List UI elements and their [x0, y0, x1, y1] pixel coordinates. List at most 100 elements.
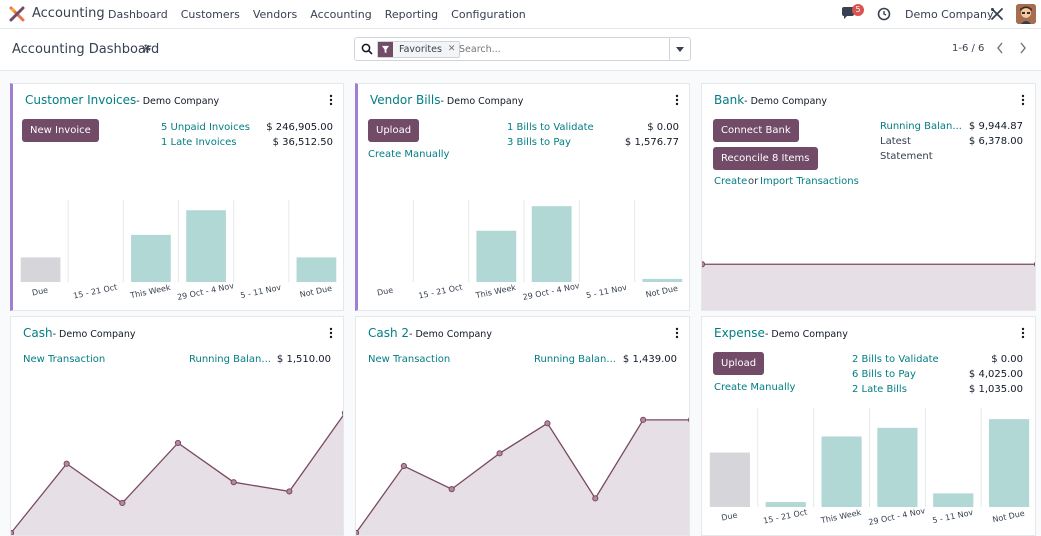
user-avatar[interactable] — [1016, 4, 1036, 24]
data-point-7 — [687, 417, 689, 423]
new-transaction-link[interactable]: New Transaction — [368, 354, 451, 365]
running-balance-link[interactable]: Running Balan... — [534, 354, 616, 365]
running-balance-amount: $ 9,944.87 — [968, 121, 1023, 132]
card-vendor-bills: Vendor Bills- Demo Company Upload Create… — [355, 83, 690, 311]
chevron-right-icon[interactable] — [1018, 41, 1028, 55]
x-tick-label: 5 - 11 Nov — [240, 283, 283, 300]
reconcile-items-button[interactable]: Reconcile 8 Items — [713, 147, 818, 170]
card-title[interactable]: Customer Invoices- Demo Company — [25, 93, 220, 107]
create-transaction-link[interactable]: Create — [714, 176, 748, 187]
kebab-menu-icon[interactable] — [675, 327, 679, 339]
chat-icon[interactable] — [841, 7, 857, 21]
facet-label: Favorites — [399, 44, 442, 55]
area-fill — [11, 415, 343, 535]
x-tick-label: Due — [721, 510, 739, 522]
x-tick-label: 5 - 11 Nov — [585, 283, 628, 300]
card-title[interactable]: Cash- Demo Company — [23, 326, 136, 340]
kebab-menu-icon[interactable] — [329, 327, 333, 339]
cash-graph[interactable] — [11, 402, 344, 536]
app-name[interactable]: Accounting — [32, 6, 105, 21]
bar-0 — [20, 257, 61, 282]
x-tick-label: Due — [376, 285, 394, 297]
chevron-left-icon[interactable] — [995, 41, 1005, 55]
data-point-5 — [592, 495, 599, 502]
unpaid-invoices-link[interactable]: 5 Unpaid Invoices — [161, 122, 250, 133]
bar-3 — [531, 206, 572, 282]
filter-icon — [378, 42, 393, 57]
x-tick-label: This Week — [129, 283, 172, 301]
kebab-menu-icon[interactable] — [329, 94, 333, 106]
card-customer-invoices: Customer Invoices- Demo Company New Invo… — [10, 83, 344, 311]
new-invoice-button[interactable]: New Invoice — [22, 119, 99, 142]
accounting-app-icon[interactable] — [9, 6, 25, 22]
create-manually-link[interactable]: Create Manually — [368, 149, 450, 160]
x-tick-label: 5 - 11 Nov — [932, 508, 975, 525]
main-menu: Dashboard Customers Vendors Accounting R… — [108, 8, 539, 21]
facet-remove-icon[interactable]: ✕ — [447, 44, 456, 54]
customer-invoices-graph[interactable]: Due 15 - 21 Oct This Week 29 Oct - 4 Nov 5 -… — [13, 200, 344, 311]
x-tick-label: 15 - 21 Oct — [762, 508, 808, 526]
bills-to-validate-link[interactable]: 2 Bills to Validate — [852, 354, 939, 365]
card-title[interactable]: Cash 2- Demo Company — [368, 326, 492, 340]
menu-reporting[interactable]: Reporting — [384, 8, 439, 21]
search-input[interactable] — [459, 42, 659, 56]
bills-to-pay-link[interactable]: 6 Bills to Pay — [852, 369, 916, 380]
clock-icon[interactable] — [877, 7, 891, 21]
cash-2-graph[interactable] — [356, 402, 690, 536]
data-point-1 — [63, 460, 70, 467]
running-balance-link[interactable]: Running Balan... — [189, 354, 271, 365]
upload-bill-button[interactable]: Upload — [368, 119, 420, 142]
caret-down-icon — [676, 46, 684, 52]
pager-value[interactable]: 1-6 / 6 — [952, 43, 985, 54]
card-bank: Bank- Demo Company Connect Bank Reconcil… — [701, 83, 1036, 311]
x-tick-label: 29 Oct - 4 Nov — [176, 281, 235, 302]
control-panel: Accounting Dashboard Favorites ✕ 1-6 / 6 — [0, 29, 1041, 71]
late-invoices-link[interactable]: 1 Late Invoices — [161, 137, 237, 148]
data-point-4 — [230, 479, 237, 486]
late-bills-amount: $ 1,035.00 — [968, 384, 1023, 395]
card-title[interactable]: Bank- Demo Company — [714, 93, 828, 107]
x-tick-label: Not Due — [992, 509, 1026, 525]
debug-tools-icon[interactable] — [990, 7, 1004, 21]
late-bills-link[interactable]: 2 Late Bills — [852, 384, 907, 395]
bills-to-validate-amount: $ 0.00 — [991, 354, 1023, 365]
menu-vendors[interactable]: Vendors — [252, 8, 298, 21]
upload-expense-button[interactable]: Upload — [713, 352, 765, 375]
data-point-4 — [544, 420, 551, 427]
bills-to-validate-amount: $ 0.00 — [647, 122, 679, 133]
company-switcher[interactable]: Demo Company — [905, 8, 994, 21]
chat-count-badge: 5 — [852, 4, 864, 16]
vendor-bills-graph[interactable]: Due 15 - 21 Oct This Week 29 Oct - 4 Nov 5 -… — [358, 200, 690, 311]
gear-icon[interactable] — [141, 43, 152, 54]
area-fill — [702, 264, 1035, 310]
running-balance-link[interactable]: Running Balan... — [880, 121, 962, 132]
kebab-menu-icon[interactable] — [1021, 327, 1025, 339]
latest-statement-amount: $ 6,378.00 — [968, 136, 1023, 147]
create-manually-link[interactable]: Create Manually — [714, 382, 796, 393]
data-point-0 — [702, 261, 706, 268]
bank-graph[interactable] — [702, 234, 1036, 311]
x-tick-label: 29 Oct - 4 Nov — [522, 281, 581, 302]
connect-bank-button[interactable]: Connect Bank — [713, 119, 799, 142]
search-icon[interactable] — [361, 43, 373, 55]
late-invoices-amount: $ 36,512.50 — [272, 137, 333, 148]
kebab-menu-icon[interactable] — [1021, 94, 1025, 106]
search-facet: Favorites ✕ — [377, 41, 461, 58]
menu-accounting[interactable]: Accounting — [310, 8, 372, 21]
menu-configuration[interactable]: Configuration — [451, 8, 526, 21]
card-title[interactable]: Expense- Demo Company — [714, 326, 848, 340]
bills-to-validate-link[interactable]: 1 Bills to Validate — [507, 122, 594, 133]
import-transactions-link[interactable]: Import Transactions — [760, 176, 859, 187]
menu-dashboard[interactable]: Dashboard — [108, 8, 168, 21]
expense-graph[interactable]: Due 15 - 21 Oct This Week 29 Oct - 4 Nov 5 -… — [702, 408, 1036, 536]
new-transaction-link[interactable]: New Transaction — [23, 354, 106, 365]
bills-to-pay-link[interactable]: 3 Bills to Pay — [507, 137, 571, 148]
menu-customers[interactable]: Customers — [180, 8, 240, 21]
x-tick-label: 15 - 21 Oct — [418, 283, 464, 301]
or-text: or — [748, 176, 759, 187]
kebab-menu-icon[interactable] — [675, 94, 679, 106]
card-title[interactable]: Vendor Bills- Demo Company — [370, 93, 524, 107]
x-tick-label: This Week — [819, 508, 862, 526]
bar-2 — [476, 230, 517, 282]
search-options-toggle[interactable] — [669, 38, 690, 60]
